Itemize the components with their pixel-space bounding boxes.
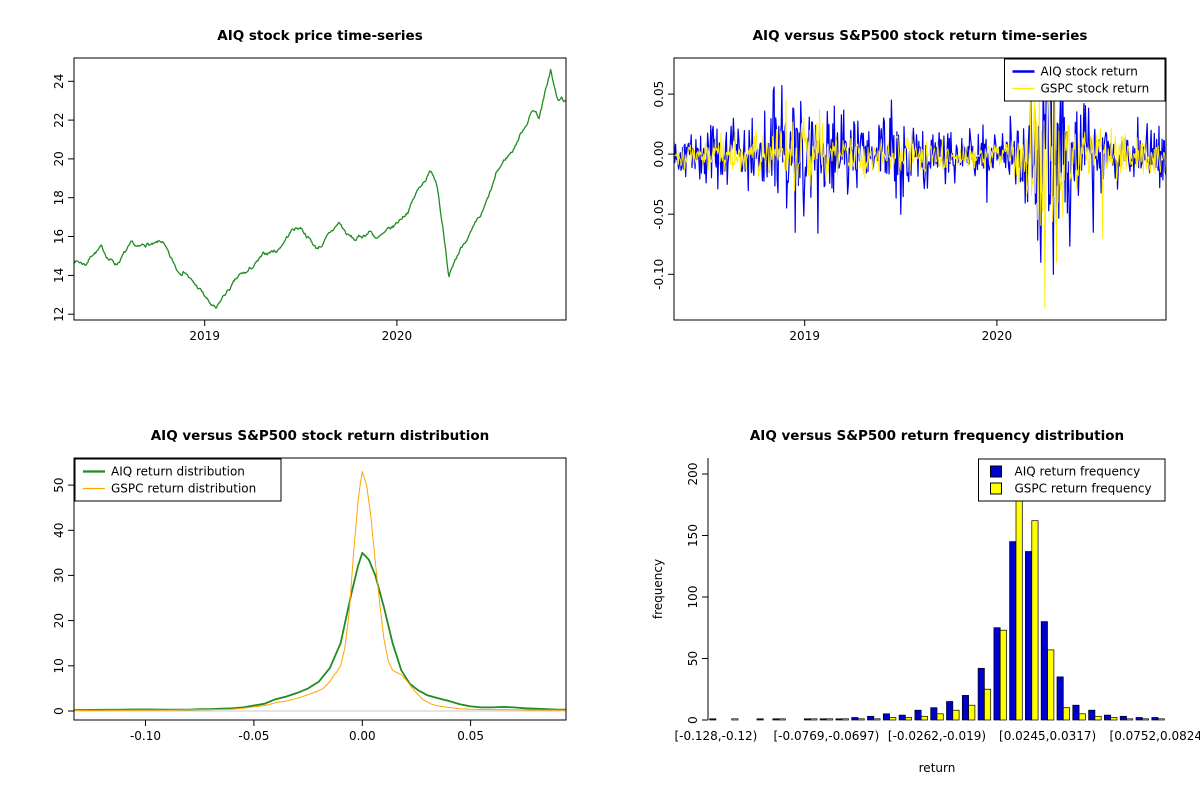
svg-text:12: 12 bbox=[52, 307, 66, 322]
svg-text:0.00: 0.00 bbox=[652, 141, 666, 168]
svg-text:24: 24 bbox=[52, 74, 66, 89]
return-frequency-chart: 0 50 100 150 200 [-0.128,-0.12) [-0.0769,-0.06… bbox=[651, 458, 1200, 775]
svg-text:16: 16 bbox=[52, 229, 66, 244]
svg-text:50: 50 bbox=[686, 651, 700, 666]
svg-text:GSPC stock return: GSPC stock return bbox=[1041, 82, 1150, 96]
svg-text:[-0.0262,-0.019): [-0.0262,-0.019) bbox=[888, 729, 986, 743]
svg-text:-0.10: -0.10 bbox=[652, 259, 666, 290]
svg-text:-0.05: -0.05 bbox=[238, 729, 269, 743]
svg-text:2020: 2020 bbox=[382, 329, 413, 343]
svg-text:100: 100 bbox=[686, 586, 700, 609]
panel-price-time-series: AIQ stock price time-series 12 14 16 18 20 22… bbox=[0, 0, 600, 400]
svg-text:22: 22 bbox=[52, 112, 66, 127]
svg-text:-0.10: -0.10 bbox=[130, 729, 161, 743]
svg-text:frequency: frequency bbox=[651, 559, 665, 619]
svg-text:0.05: 0.05 bbox=[457, 729, 484, 743]
svg-text:50: 50 bbox=[52, 477, 66, 492]
svg-text:GSPC return distribution: GSPC return distribution bbox=[111, 482, 256, 496]
svg-text:14: 14 bbox=[52, 268, 66, 283]
svg-text:AIQ return distribution: AIQ return distribution bbox=[111, 465, 245, 479]
svg-text:20: 20 bbox=[52, 613, 66, 628]
svg-text:-0.05: -0.05 bbox=[652, 199, 666, 230]
svg-text:0.00: 0.00 bbox=[349, 729, 376, 743]
svg-text:200: 200 bbox=[686, 463, 700, 486]
svg-text:0: 0 bbox=[686, 716, 700, 724]
svg-text:AIQ return frequency: AIQ return frequency bbox=[1015, 465, 1141, 479]
svg-text:GSPC return frequency: GSPC return frequency bbox=[1015, 482, 1152, 496]
svg-text:0.05: 0.05 bbox=[652, 81, 666, 108]
svg-text:[-0.128,-0.12): [-0.128,-0.12) bbox=[674, 729, 757, 743]
chart-title-distribution: AIQ versus S&P500 stock return distribut… bbox=[150, 428, 490, 444]
chart-title-price: AIQ stock price time-series bbox=[217, 28, 423, 44]
svg-text:30: 30 bbox=[52, 568, 66, 583]
price-time-series-chart: 12 14 16 18 20 22 24 2019 2020 bbox=[52, 57, 567, 343]
svg-text:150: 150 bbox=[686, 524, 700, 547]
svg-text:10: 10 bbox=[52, 658, 66, 673]
chart-title-returns: AIQ versus S&P500 stock return time-seri… bbox=[752, 28, 1088, 44]
svg-text:[0.0752,0.0824): [0.0752,0.0824) bbox=[1110, 729, 1200, 743]
svg-text:[0.0245,0.0317): [0.0245,0.0317) bbox=[999, 729, 1096, 743]
svg-text:return: return bbox=[919, 761, 956, 775]
svg-text:40: 40 bbox=[52, 523, 66, 538]
svg-text:AIQ stock return: AIQ stock return bbox=[1041, 65, 1138, 79]
panel-return-frequency: AIQ versus S&P500 return frequency distr… bbox=[600, 400, 1200, 800]
return-time-series-chart: 0.05 0.00 -0.05 -0.10 2019 2020 AIQ stock retu… bbox=[652, 57, 1167, 343]
svg-text:2019: 2019 bbox=[789, 329, 820, 343]
svg-text:0: 0 bbox=[52, 707, 66, 715]
chart-title-frequency: AIQ versus S&P500 return frequency distr… bbox=[749, 428, 1125, 444]
svg-text:20: 20 bbox=[52, 151, 66, 166]
svg-text:2019: 2019 bbox=[189, 329, 220, 343]
return-distribution-chart: 0 10 20 30 40 50 -0.10 -0.05 0.00 0.05 AIQ return … bbox=[52, 457, 567, 743]
panel-return-distribution: AIQ versus S&P500 stock return distribut… bbox=[0, 400, 600, 800]
svg-text:2020: 2020 bbox=[982, 329, 1013, 343]
svg-text:18: 18 bbox=[52, 190, 66, 205]
panel-return-time-series: AIQ versus S&P500 stock return time-seri… bbox=[600, 0, 1200, 400]
svg-text:[-0.0769,-0.0697): [-0.0769,-0.0697) bbox=[773, 729, 879, 743]
